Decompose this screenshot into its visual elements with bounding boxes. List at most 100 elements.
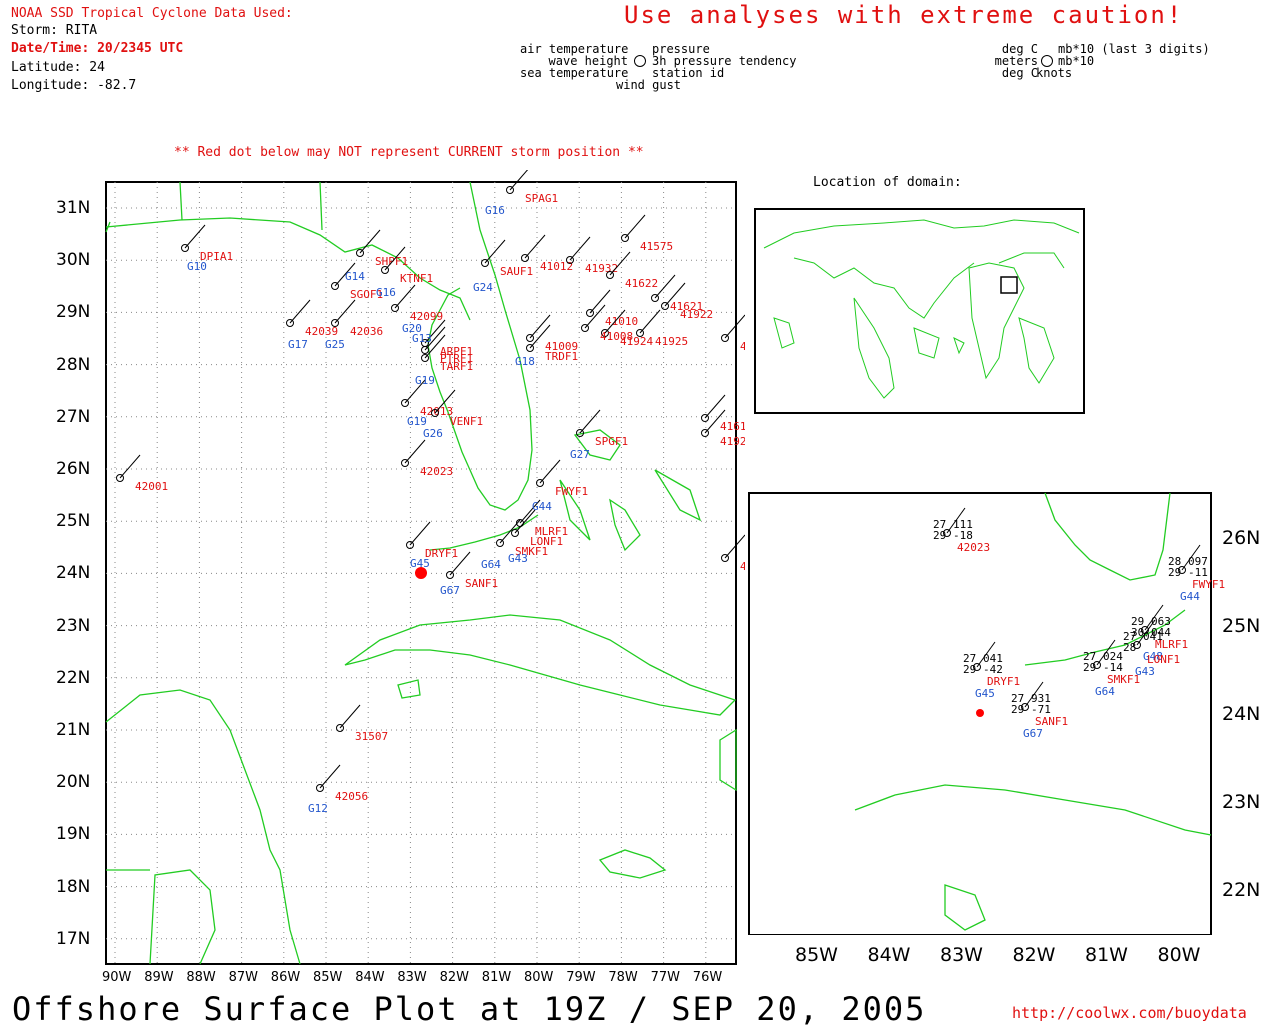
station-id: SGOF1 xyxy=(350,288,383,301)
station-circle-icon xyxy=(581,324,589,332)
gust-label: G43 xyxy=(1135,665,1155,678)
station-id: 42023 xyxy=(420,465,453,478)
zoom-lon-label: 85W xyxy=(795,944,838,966)
station-tendency: -71 xyxy=(1031,703,1051,716)
station-id: 41008 xyxy=(600,330,633,343)
station-circle-icon xyxy=(586,309,594,317)
longitude: Longitude: -82.7 xyxy=(11,78,137,93)
station-pressure: 931 xyxy=(1031,692,1051,705)
station-id: SHPF1 xyxy=(375,255,408,268)
station-pressure: 063 xyxy=(1151,615,1171,628)
gust-label: G67 xyxy=(440,584,460,597)
station-circle-icon xyxy=(331,282,339,290)
station-circle-icon xyxy=(481,259,489,267)
station-id: LONF1 xyxy=(1147,653,1180,666)
gust-label: G44 xyxy=(532,500,552,513)
legend-left: air temperature wave height sea temperatur… xyxy=(520,42,629,80)
station-sst: 30 xyxy=(1131,626,1144,639)
station-sst: 28 xyxy=(1123,641,1136,654)
lat-label: 28N xyxy=(56,354,91,375)
station-circle-icon xyxy=(566,256,574,264)
lon-label: 85W xyxy=(313,970,343,985)
station-id: VENF1 xyxy=(450,415,483,428)
station-circle-icon xyxy=(496,539,504,547)
station-id: LONF1 xyxy=(530,535,563,548)
lat-label: 19N xyxy=(56,824,91,845)
station-id: ARPF1 xyxy=(440,345,473,358)
station-pressure: 024 xyxy=(1103,650,1123,663)
lat-label: 21N xyxy=(56,720,91,740)
station-circle-icon xyxy=(506,186,514,194)
footer-title: Offshore Surface Plot at 19Z / SEP 20, 2… xyxy=(12,990,927,1028)
station-temp: 27 xyxy=(963,652,976,665)
station-id: SAUF1 xyxy=(500,265,533,278)
lat-label: 23N xyxy=(56,615,91,636)
station-circle-icon xyxy=(406,541,414,549)
station-id: 41924 xyxy=(620,335,653,348)
lon-label: 88W xyxy=(186,970,216,985)
station-sst: 29 xyxy=(933,529,946,542)
datetime: Date/Time: 20/2345 UTC xyxy=(11,41,184,56)
lon-label: 78W xyxy=(608,970,638,985)
station-circle-icon xyxy=(606,271,614,279)
station-circle-icon xyxy=(381,266,389,274)
caution-banner: Use analyses with extreme caution! xyxy=(624,1,1184,29)
lat-label: 29N xyxy=(56,302,91,323)
lat-label: 26N xyxy=(56,459,91,479)
gust-label: G16 xyxy=(376,286,396,299)
zoom-lon-label: 84W xyxy=(867,944,911,966)
station-id: FWYF1 xyxy=(555,485,588,498)
station-circle-icon xyxy=(636,329,644,337)
station-id: 42039 xyxy=(305,325,338,338)
zoom-lat-label: 25N xyxy=(1222,615,1261,637)
lon-label: 86W xyxy=(270,970,301,985)
station-temp: 28 xyxy=(1168,555,1181,568)
station-temp: 29 xyxy=(1131,615,1144,628)
gust-label: G10 xyxy=(187,260,207,273)
station-circle-icon xyxy=(336,724,344,732)
station-pressure: 097 xyxy=(1188,555,1208,568)
station-tendency: 044 xyxy=(1151,626,1171,639)
storm-position-dot xyxy=(415,567,427,579)
zoom-lat-label: 23N xyxy=(1222,791,1261,813)
station-id: 41542 xyxy=(740,340,745,353)
gust-label: G24 xyxy=(473,281,493,294)
lon-label: 83W xyxy=(397,970,427,985)
gust-label: G17 xyxy=(288,338,308,351)
lon-label: 77W xyxy=(650,970,680,985)
station-id: 41617 xyxy=(720,420,745,433)
station-circle-icon xyxy=(516,519,524,527)
lat-label: 17N xyxy=(56,928,91,949)
main-map-stations: DPIA1 SHPF1 KTNF1 SGOF1 42039 42036 42099 ARPF1… xyxy=(116,170,745,815)
station-circle-icon xyxy=(446,571,454,579)
station-id: 41012 xyxy=(540,260,573,273)
station-circle-icon xyxy=(601,329,609,337)
lon-label: 79W xyxy=(566,970,596,985)
station-id: 41922 xyxy=(680,308,713,321)
lat-label: 22N xyxy=(56,667,91,688)
station-id: 41926 xyxy=(720,435,745,448)
station-sst: 29 xyxy=(963,663,976,676)
station-id: 31507 xyxy=(355,730,388,743)
footer-url[interactable]: http://coolwx.com/buoydata xyxy=(1012,1004,1247,1022)
world-inset-map xyxy=(754,208,1085,414)
gust-label: G25 xyxy=(325,338,345,351)
station-circle-icon xyxy=(701,414,709,422)
station-id: SMKF1 xyxy=(515,545,548,558)
station-id: SPGF1 xyxy=(595,435,628,448)
station-sst: 29 xyxy=(1168,566,1181,579)
station-id: 41575 xyxy=(640,240,673,253)
station-circle-icon xyxy=(316,784,324,792)
gust-label: G16 xyxy=(485,204,505,217)
station-circle-icon xyxy=(521,254,529,262)
station-circle-icon xyxy=(286,319,294,327)
lon-label: 87W xyxy=(228,970,258,985)
station-circle-icon xyxy=(721,334,729,342)
station-circle-icon xyxy=(421,346,429,354)
station-circle-icon xyxy=(576,429,584,437)
station-circle-icon xyxy=(621,234,629,242)
